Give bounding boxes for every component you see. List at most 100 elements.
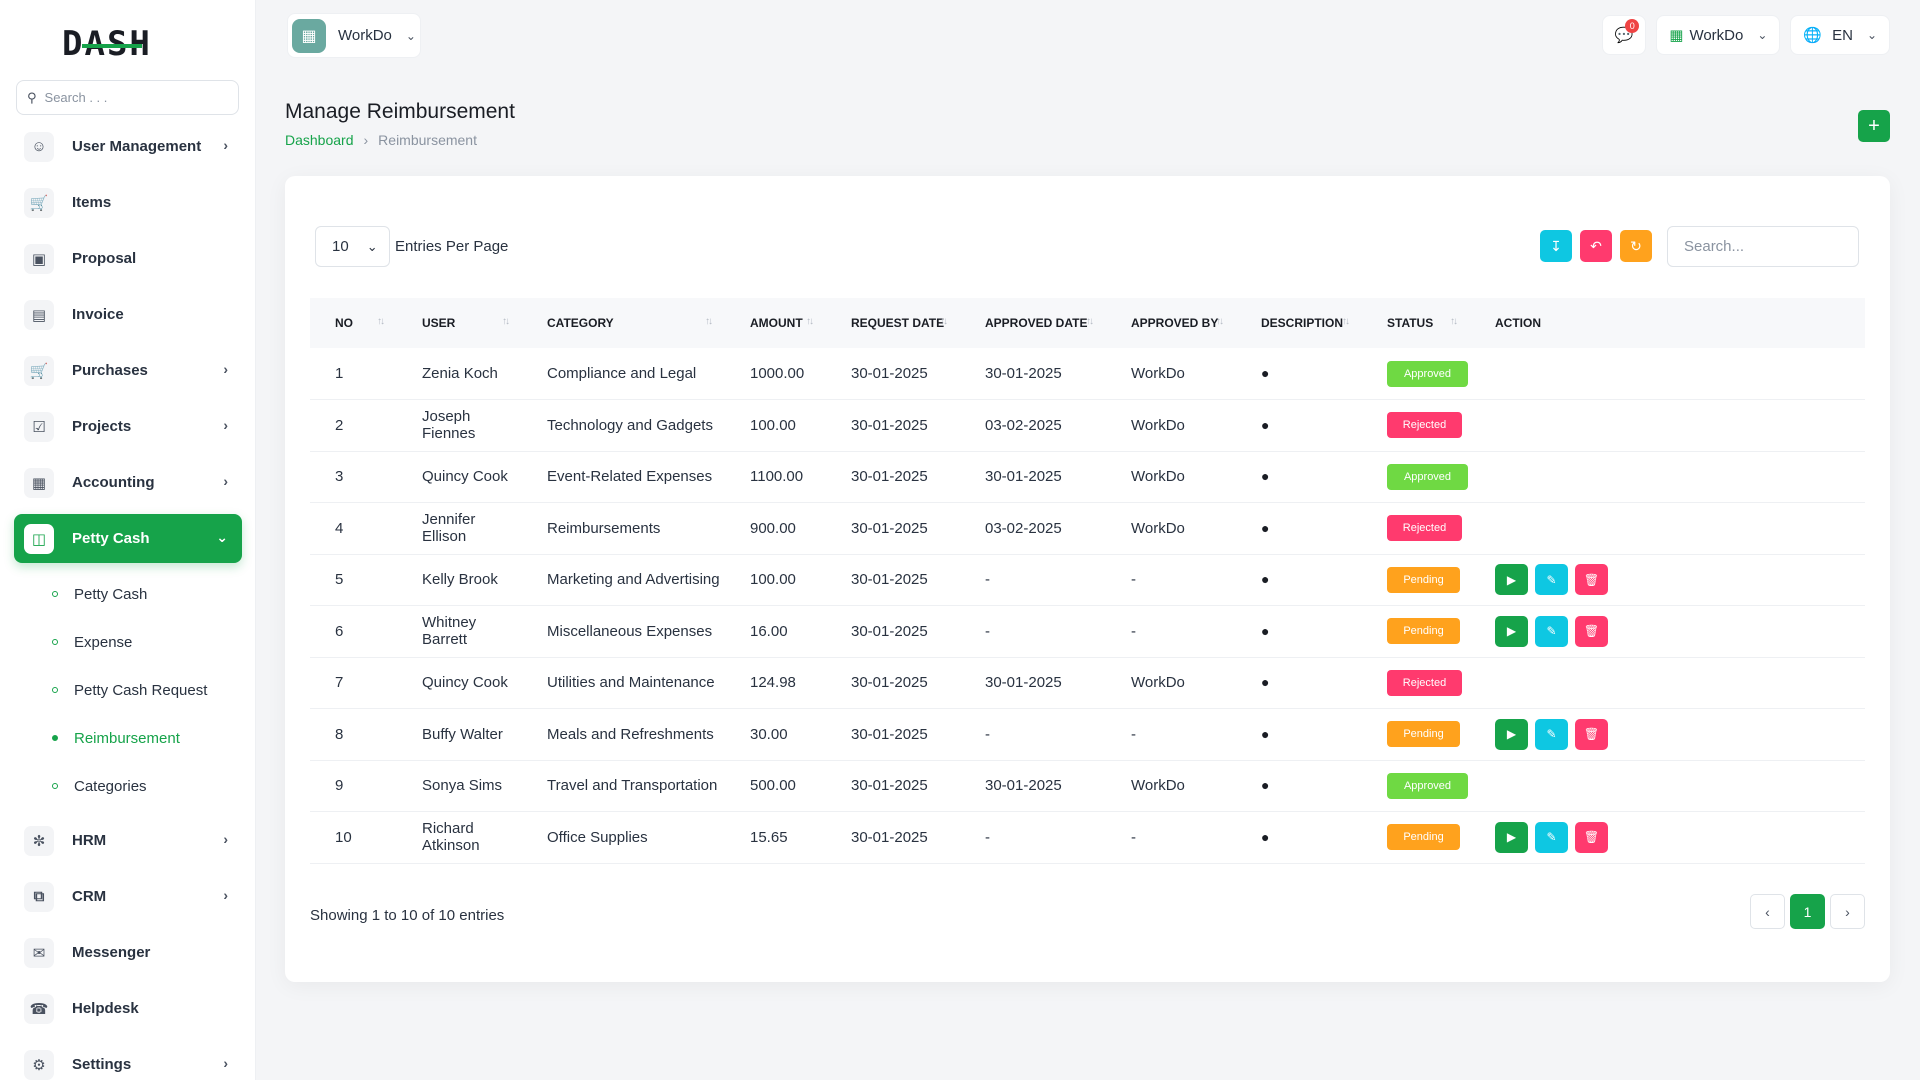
- column-header-approved-by[interactable]: APPROVED BY ↑↓: [1106, 298, 1236, 348]
- cell-user: Kelly Brook: [397, 554, 522, 606]
- submenu-item-categories[interactable]: Categories: [38, 762, 242, 810]
- sidebar-item-purchases[interactable]: 🛒 Purchases ›: [14, 346, 242, 395]
- page-button[interactable]: 1: [1790, 894, 1825, 929]
- submenu-item-petty-cash[interactable]: Petty Cash: [38, 570, 242, 618]
- approve-button[interactable]: ▶: [1495, 615, 1528, 647]
- cell-status: Pending: [1362, 605, 1470, 658]
- row-actions: ▶ ✎ 🗑: [1495, 615, 1865, 647]
- column-header-label: STATUS: [1387, 316, 1434, 330]
- entries-per-page-select[interactable]: 10 ⌄: [315, 226, 390, 267]
- reset-button[interactable]: ↶: [1580, 230, 1612, 262]
- approve-button[interactable]: ▶: [1495, 821, 1528, 853]
- cell-no: 6: [310, 605, 397, 658]
- comment-icon[interactable]: ●: [1261, 571, 1270, 588]
- logo[interactable]: DASH: [62, 24, 150, 64]
- cell-action: [1470, 348, 1865, 400]
- comment-icon[interactable]: ●: [1261, 777, 1270, 794]
- comment-icon[interactable]: ●: [1261, 416, 1270, 433]
- sidebar-search-input[interactable]: ⚲ Search . . .: [16, 80, 239, 115]
- workspace-switcher[interactable]: ▦ WorkDo ⌄: [287, 13, 421, 58]
- export-button[interactable]: ↧: [1540, 230, 1572, 262]
- comment-icon[interactable]: ●: [1261, 725, 1270, 742]
- cell-status: Rejected: [1362, 399, 1470, 452]
- sidebar-item-proposal[interactable]: ▣ Proposal: [14, 234, 242, 283]
- edit-button[interactable]: ✎: [1535, 564, 1568, 596]
- edit-button[interactable]: ✎: [1535, 821, 1568, 853]
- cell-status: Approved: [1362, 451, 1470, 503]
- reimbursement-table: NO ↑↓ USER ↑↓ CATEGORY ↑↓ AMOUNT ↑↓ REQUEST DATE…: [310, 298, 1865, 864]
- prev-page-button[interactable]: ‹: [1750, 894, 1785, 929]
- cell-description: ●: [1236, 605, 1362, 658]
- sidebar-item-crm[interactable]: ⧉ CRM ›: [14, 872, 242, 921]
- comment-icon[interactable]: ●: [1261, 622, 1270, 639]
- submenu-item-expense[interactable]: Expense: [38, 618, 242, 666]
- cell-request-date: 30-01-2025: [826, 451, 960, 503]
- edit-button[interactable]: ✎: [1535, 615, 1568, 647]
- cell-status: Approved: [1362, 348, 1470, 400]
- comment-icon[interactable]: ●: [1261, 674, 1270, 691]
- table-search-input[interactable]: Search...: [1667, 226, 1859, 267]
- delete-button[interactable]: 🗑: [1575, 821, 1608, 853]
- column-header-user[interactable]: USER ↑↓: [397, 298, 522, 348]
- company-name: WorkDo: [1689, 26, 1744, 44]
- submenu-item-petty-cash-request[interactable]: Petty Cash Request: [38, 666, 242, 714]
- column-header-description[interactable]: DESCRIPTION ↑↓: [1236, 298, 1362, 348]
- submenu-item-reimbursement[interactable]: Reimbursement: [38, 714, 242, 762]
- column-header-amount[interactable]: AMOUNT ↑↓: [725, 298, 826, 348]
- sidebar-item-projects[interactable]: ☑ Projects ›: [14, 402, 242, 451]
- column-header-category[interactable]: CATEGORY ↑↓: [522, 298, 725, 348]
- sidebar-item-messenger[interactable]: ✉ Messenger: [14, 928, 242, 977]
- cell-description: ●: [1236, 399, 1362, 452]
- column-header-approved-date[interactable]: APPROVED DATE ↑↓: [960, 298, 1106, 348]
- cell-category: Miscellaneous Expenses: [522, 605, 725, 658]
- comment-icon[interactable]: ●: [1261, 828, 1270, 845]
- approve-button[interactable]: ▶: [1495, 718, 1528, 750]
- column-header-request-date[interactable]: REQUEST DATE ↑↓: [826, 298, 960, 348]
- approve-button[interactable]: ▶: [1495, 564, 1528, 596]
- column-header-no[interactable]: NO ↑↓: [310, 298, 397, 348]
- trash-icon: 🗑: [1583, 830, 1600, 845]
- chevron-down-icon: ⌄: [366, 238, 378, 254]
- sidebar-item-accounting[interactable]: ▦ Accounting ›: [14, 458, 242, 507]
- cell-user: Quincy Cook: [397, 657, 522, 709]
- cell-user: Richard Atkinson: [397, 811, 522, 864]
- cell-user: Quincy Cook: [397, 451, 522, 503]
- sidebar-item-helpdesk[interactable]: ☎ Helpdesk: [14, 984, 242, 1033]
- cell-approved-date: 03-02-2025: [960, 502, 1106, 555]
- sidebar-item-user-management[interactable]: ☺ User Management ›: [14, 122, 242, 171]
- cell-category: Marketing and Advertising: [522, 554, 725, 606]
- undo-icon: ↶: [1590, 237, 1602, 254]
- comment-icon[interactable]: ●: [1261, 365, 1270, 381]
- language-switcher[interactable]: 🌐 EN ⌄: [1790, 15, 1890, 55]
- globe-icon: 🌐: [1803, 27, 1823, 44]
- column-header-status[interactable]: STATUS ↑↓: [1362, 298, 1470, 348]
- invoice-icon: ▤: [24, 299, 54, 330]
- sidebar-item-petty-cash[interactable]: ◫ Petty Cash ⌄: [14, 514, 242, 563]
- next-page-button[interactable]: ›: [1830, 894, 1865, 929]
- submenu-item-label: Petty Cash: [74, 585, 148, 603]
- breadcrumb-dashboard[interactable]: Dashboard: [285, 132, 354, 148]
- cell-request-date: 30-01-2025: [826, 502, 960, 555]
- edit-button[interactable]: ✎: [1535, 718, 1568, 750]
- delete-button[interactable]: 🗑: [1575, 615, 1608, 647]
- delete-button[interactable]: 🗑: [1575, 718, 1608, 750]
- chevron-right-icon: ›: [223, 361, 228, 377]
- add-button[interactable]: +: [1858, 110, 1890, 142]
- sidebar-item-items[interactable]: 🛒 Items: [14, 178, 242, 227]
- delete-button[interactable]: 🗑: [1575, 564, 1608, 596]
- pagination: ‹ 1 ›: [1750, 894, 1865, 929]
- comment-icon[interactable]: ●: [1261, 468, 1270, 485]
- cell-action: ▶ ✎ 🗑: [1470, 605, 1865, 658]
- sidebar-item-invoice[interactable]: ▤ Invoice: [14, 290, 242, 339]
- sidebar-item-settings[interactable]: ⚙ Settings ›: [14, 1040, 242, 1080]
- table-row: 1 Zenia Koch Compliance and Legal 1000.00 30…: [310, 348, 1865, 400]
- reload-button[interactable]: ↻: [1620, 230, 1652, 262]
- messages-button[interactable]: 💬 0: [1601, 15, 1647, 55]
- status-badge: Rejected: [1387, 669, 1462, 696]
- sidebar-item-hrm[interactable]: ✼ HRM ›: [14, 816, 242, 865]
- petty-cash-submenu: Petty Cash Expense Petty Cash Request Reimb…: [14, 570, 242, 816]
- cell-amount: 1000.00: [725, 348, 826, 400]
- company-switcher[interactable]: ▦ WorkDo ⌄: [1656, 15, 1781, 55]
- topbar-actions: 💬 0 ▦ WorkDo ⌄ 🌐 EN ⌄: [1601, 15, 1890, 55]
- comment-icon[interactable]: ●: [1261, 519, 1270, 536]
